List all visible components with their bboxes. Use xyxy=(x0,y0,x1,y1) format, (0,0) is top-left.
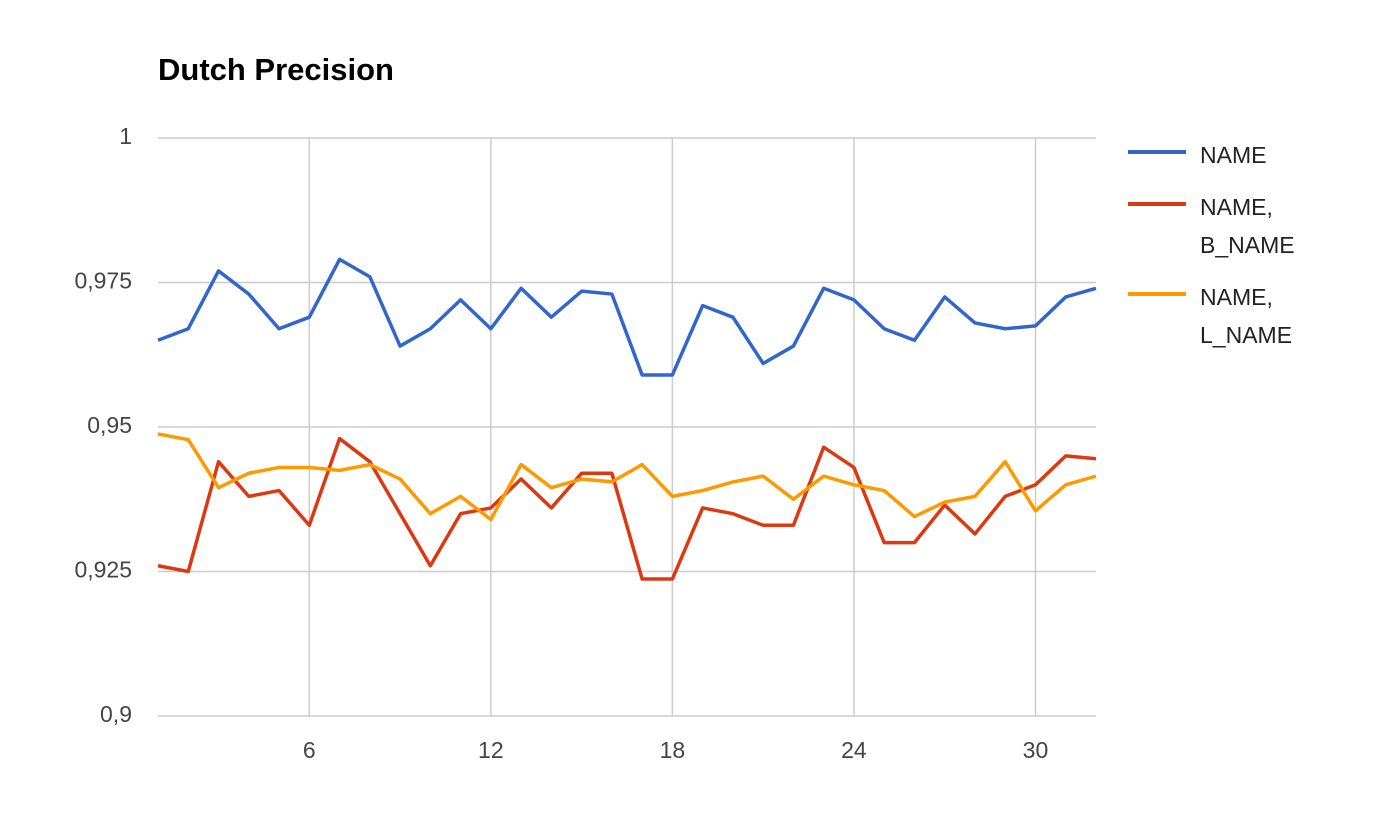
x-tick-label: 24 xyxy=(841,737,867,763)
legend-label: NAME, B_NAME xyxy=(1200,194,1295,258)
legend-item: NAME xyxy=(1128,136,1348,174)
legend-swatch xyxy=(1128,202,1186,206)
x-tick-label: 6 xyxy=(303,737,316,763)
chart-title: Dutch Precision xyxy=(158,52,394,87)
y-tick-label: 0,925 xyxy=(74,557,132,583)
legend: NAME NAME, B_NAME NAME, L_NAME xyxy=(1128,136,1348,368)
x-tick-label: 30 xyxy=(1023,737,1049,763)
legend-label: NAME xyxy=(1200,142,1267,168)
legend-item: NAME, L_NAME xyxy=(1128,278,1348,354)
y-tick-label: 0,95 xyxy=(87,412,132,438)
y-tick-label: 0,9 xyxy=(100,701,132,727)
legend-item: NAME, B_NAME xyxy=(1128,188,1348,264)
y-tick-label: 0,975 xyxy=(74,268,132,294)
legend-swatch xyxy=(1128,292,1186,296)
series-line xyxy=(157,432,1097,522)
series-line xyxy=(157,257,1097,377)
x-tick-label: 18 xyxy=(660,737,686,763)
legend-swatch xyxy=(1128,150,1186,154)
legend-label: NAME, L_NAME xyxy=(1200,284,1293,348)
y-tick-label: 1 xyxy=(119,123,132,149)
series-line xyxy=(157,436,1097,581)
x-tick-label: 12 xyxy=(478,737,504,763)
